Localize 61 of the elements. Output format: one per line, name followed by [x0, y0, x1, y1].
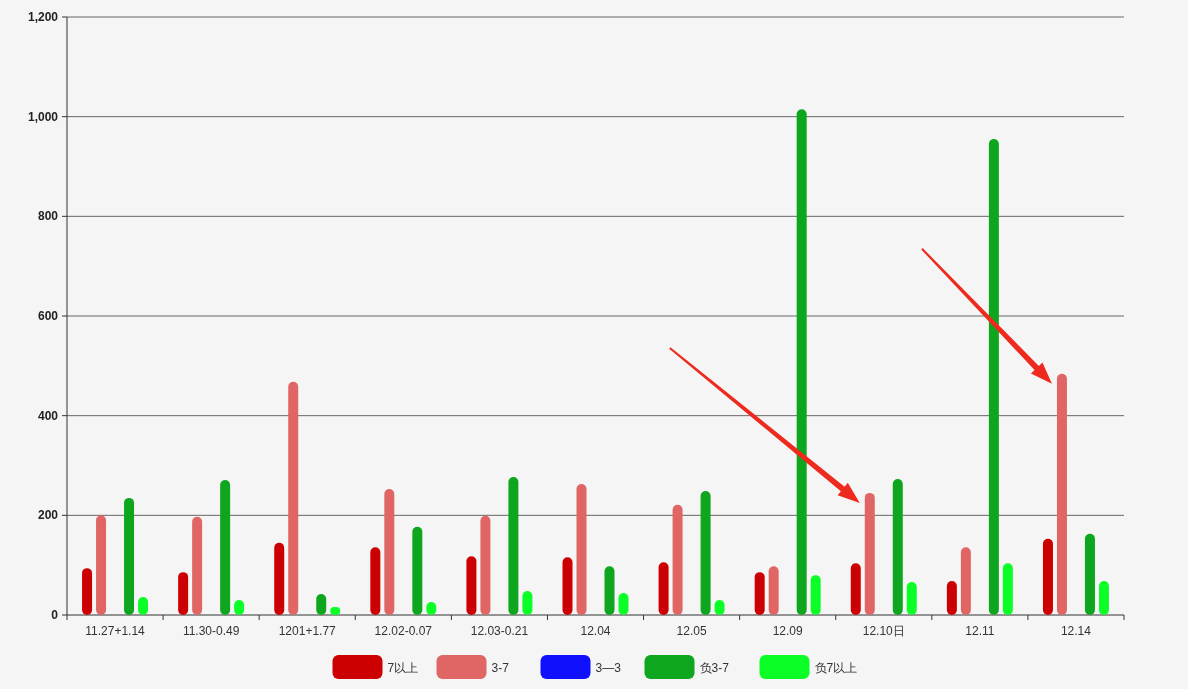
bar	[960, 547, 971, 615]
bar	[1084, 533, 1095, 615]
bar	[370, 547, 381, 615]
y-tick-label: 200	[37, 508, 59, 523]
y-tick-label: 600	[37, 309, 59, 323]
bar	[178, 572, 189, 615]
bar	[220, 479, 231, 615]
bar	[1056, 373, 1067, 615]
y-tick-label: 400	[37, 408, 59, 423]
x-tick-label: 12.09	[772, 624, 804, 638]
x-tick-label: 12.02-0.07	[374, 624, 433, 638]
bar	[288, 381, 299, 615]
bar	[384, 488, 395, 615]
y-tick-label: 1,000	[27, 109, 59, 124]
bar	[562, 557, 573, 615]
bar	[810, 575, 821, 615]
bar	[618, 593, 629, 615]
x-tick-label: 12.11	[965, 624, 995, 638]
bar	[892, 478, 903, 615]
bar	[658, 562, 669, 615]
bar	[412, 526, 423, 615]
bar	[672, 504, 683, 615]
x-tick-label: 12.05	[676, 624, 707, 638]
bar	[480, 515, 491, 615]
x-tick-label: 1201+1.77	[278, 624, 337, 638]
x-tick-label: 11.27+1.14	[85, 624, 146, 638]
bar	[864, 492, 875, 615]
bar	[1002, 563, 1013, 615]
bar	[946, 581, 957, 615]
bar	[508, 476, 519, 615]
bar	[274, 542, 285, 615]
bar	[466, 556, 477, 615]
bar	[124, 497, 135, 615]
bar	[700, 490, 711, 615]
legend-label: 3-7	[491, 661, 510, 675]
bar	[988, 139, 999, 615]
legend-label: 7以上	[387, 661, 419, 675]
y-tick-label: 800	[37, 209, 59, 224]
bar	[754, 572, 765, 615]
bar	[906, 582, 917, 615]
x-tick-label: 12.14	[1060, 624, 1092, 638]
bar	[850, 563, 861, 615]
y-tick-label: 0	[51, 608, 59, 622]
bar	[82, 568, 93, 615]
y-tick-label: 1,200	[27, 10, 59, 24]
bar	[96, 515, 107, 615]
bar	[604, 566, 615, 615]
x-tick-label: 11.30-0.49	[182, 624, 240, 638]
bar	[796, 109, 807, 615]
legend-label: 3—3	[595, 661, 622, 675]
legend-label: 负7以上	[814, 661, 858, 675]
x-tick-label: 12.10日	[862, 624, 905, 638]
bar	[1098, 581, 1109, 615]
x-tick-label: 12.04	[580, 624, 611, 638]
x-tick-label: 12.03-0.21	[470, 624, 529, 638]
bar	[768, 566, 779, 615]
legend-label: 负3-7	[699, 661, 730, 675]
bar	[522, 591, 533, 615]
bar	[192, 516, 203, 615]
bar	[1042, 538, 1053, 615]
bar	[576, 483, 587, 615]
